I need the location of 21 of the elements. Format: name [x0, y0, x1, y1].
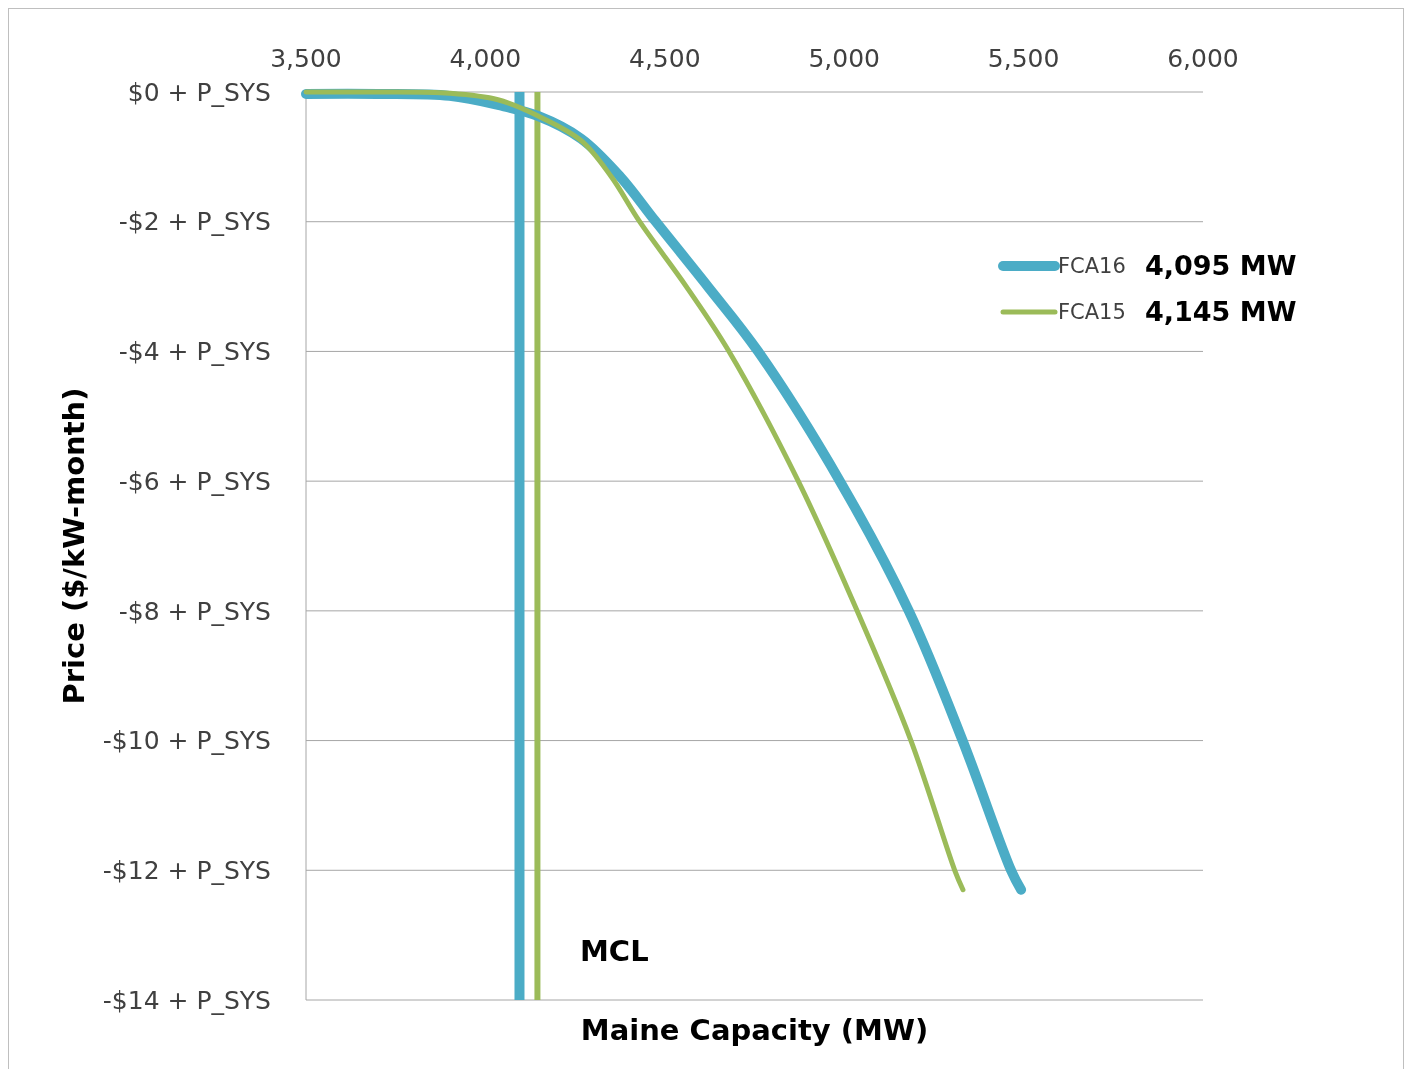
- y-tick-label: $0 + P_SYS: [127, 77, 271, 107]
- y-tick-label: -$4 + P_SYS: [118, 337, 271, 367]
- legend-label: FCA16: [1058, 254, 1126, 279]
- x-tick-label: 4,000: [449, 43, 522, 73]
- y-tick-label: -$2 + P_SYS: [118, 207, 271, 237]
- x-tick-label: 5,000: [808, 43, 880, 73]
- x-tick-label: 5,500: [987, 43, 1060, 73]
- y-tick-label: -$10 + P_SYS: [102, 726, 271, 756]
- y-tick-label: -$8 + P_SYS: [118, 596, 271, 626]
- legend-label: FCA15: [1058, 300, 1126, 325]
- x-tick-label: 3,500: [270, 43, 342, 73]
- y-tick-label: -$14 + P_SYS: [102, 985, 271, 1015]
- y-tick-label: -$6 + P_SYS: [118, 466, 271, 496]
- y-axis-title: Price ($/kW-month): [57, 387, 92, 705]
- annotation: 4,095 MW: [1145, 250, 1297, 282]
- annotation: MCL: [580, 934, 649, 969]
- annotation: 4,145 MW: [1145, 296, 1297, 328]
- y-tick-label: -$12 + P_SYS: [102, 856, 271, 886]
- x-axis-title: Maine Capacity (MW): [580, 1013, 929, 1048]
- x-tick-label: 6,000: [1167, 43, 1239, 73]
- x-tick-label: 4,500: [629, 43, 701, 73]
